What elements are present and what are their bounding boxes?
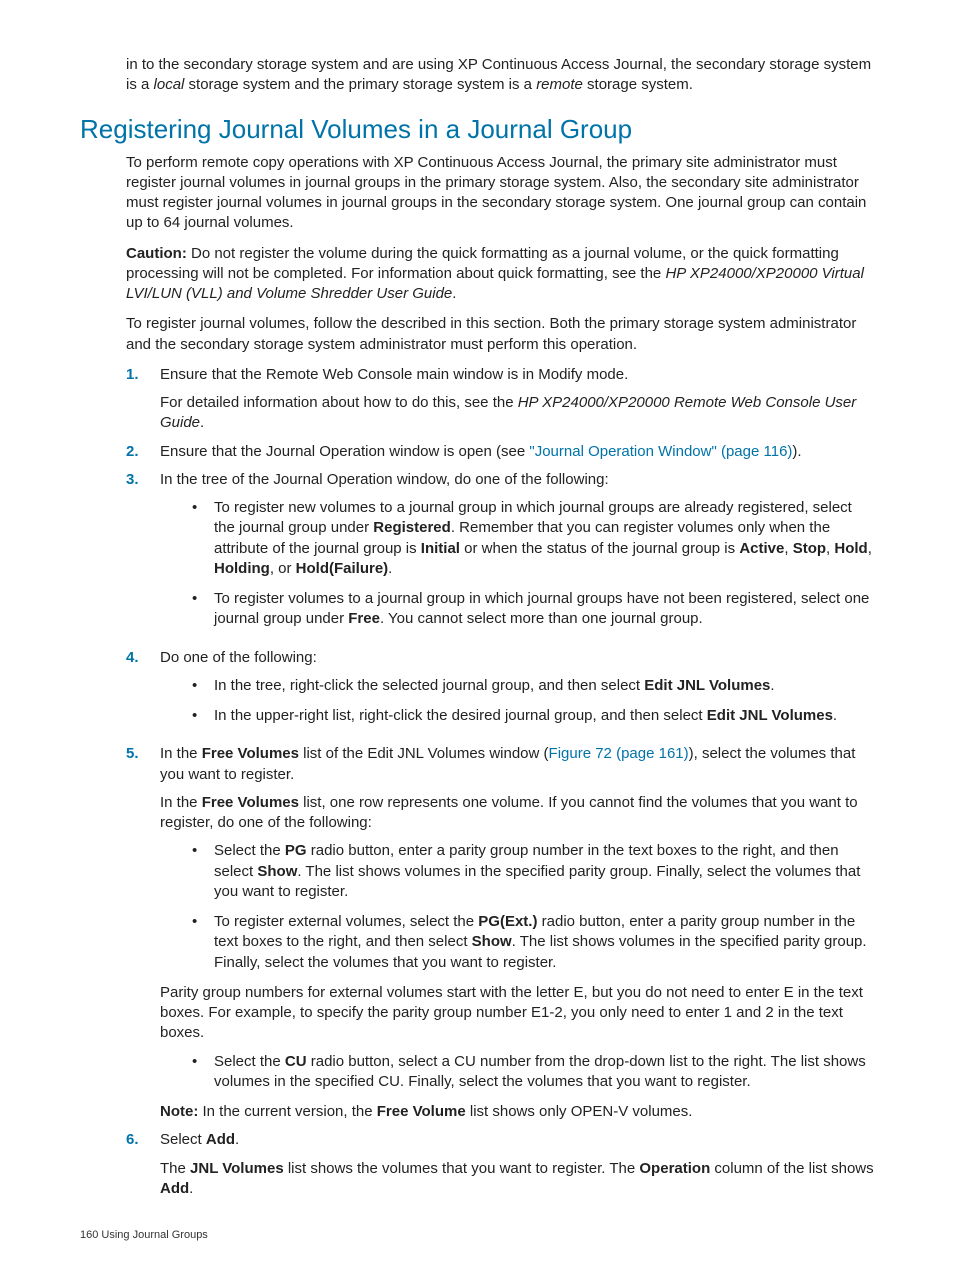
step-3-p1: In the tree of the Journal Operation win…: [160, 470, 874, 490]
free-volumes-term-1: Free Volumes: [202, 745, 299, 762]
page-number: 160: [80, 1229, 98, 1241]
step-4-number: 4.: [126, 648, 160, 737]
show-term-1: Show: [257, 863, 297, 880]
intro-local: local: [154, 76, 185, 93]
pgext-term: PG(Ext.): [478, 913, 537, 930]
caution-period: .: [452, 285, 456, 302]
step-5-bullet-1: Select the PG radio button, enter a pari…: [192, 841, 874, 902]
edit-jnl-volumes-term-2: Edit JNL Volumes: [707, 707, 833, 724]
show-term-2: Show: [472, 933, 512, 950]
step-5-bullets-1: Select the PG radio button, enter a pari…: [160, 841, 874, 973]
step-4-p1: Do one of the following:: [160, 648, 874, 668]
step-2-number: 2.: [126, 442, 160, 462]
step-6-p1: Select Add.: [160, 1130, 874, 1150]
intro-remote: remote: [536, 76, 583, 93]
step-6-number: 6.: [126, 1130, 160, 1199]
registered-term: Registered: [373, 519, 451, 536]
figure-72-link[interactable]: Figure 72 (page 161): [549, 745, 689, 762]
active-term: Active: [739, 540, 784, 557]
free-term: Free: [348, 610, 380, 627]
step-3-number: 3.: [126, 470, 160, 640]
step-2-body: Ensure that the Journal Operation window…: [160, 442, 874, 462]
intro-text-2: storage system and the primary storage s…: [184, 76, 536, 93]
intro-text-3: storage system.: [583, 76, 693, 93]
operation-term: Operation: [639, 1160, 710, 1177]
step-5-bullet-3: Select the CU radio button, select a CU …: [192, 1052, 874, 1093]
step-1-p2-pre: For detailed information about how to do…: [160, 394, 518, 411]
step-5-bullets-2: Select the CU radio button, select a CU …: [160, 1052, 874, 1093]
holdfailure-term: Hold(Failure): [296, 560, 389, 577]
section-heading: Registering Journal Volumes in a Journal…: [80, 114, 874, 145]
cu-term: CU: [285, 1053, 307, 1070]
caution-label: Caution:: [126, 245, 187, 262]
step-3-bullets: To register new volumes to a journal gro…: [160, 498, 874, 630]
page-footer: 160 Using Journal Groups: [80, 1229, 874, 1241]
para-2: To register journal volumes, follow the …: [126, 314, 874, 355]
step-3: 3. In the tree of the Journal Operation …: [126, 470, 874, 640]
step-5-note: Note: In the current version, the Free V…: [160, 1102, 874, 1122]
step-5-bullet-2: To register external volumes, select the…: [192, 912, 874, 973]
free-volume-term: Free Volume: [377, 1103, 466, 1120]
step-4-bullets: In the tree, right-click the selected jo…: [160, 676, 874, 727]
step-3-bullet-2: To register volumes to a journal group i…: [192, 589, 874, 630]
caution-paragraph: Caution: Do not register the volume duri…: [126, 244, 874, 305]
intro-paragraph: in to the secondary storage system and a…: [126, 55, 874, 96]
step-5-p2: In the Free Volumes list, one row repres…: [160, 793, 874, 834]
step-5-body: In the Free Volumes list of the Edit JNL…: [160, 744, 874, 1122]
document-page: in to the secondary storage system and a…: [0, 0, 954, 1271]
step-3-body: In the tree of the Journal Operation win…: [160, 470, 874, 640]
step-2-p1-pre: Ensure that the Journal Operation window…: [160, 443, 529, 460]
hold-term: Hold: [834, 540, 867, 557]
step-4-bullet-1: In the tree, right-click the selected jo…: [192, 676, 874, 696]
step-4-bullet-2: In the upper-right list, right-click the…: [192, 706, 874, 726]
step-1-p2: For detailed information about how to do…: [160, 393, 874, 434]
step-1-p1: Ensure that the Remote Web Console main …: [160, 365, 874, 385]
para-1: To perform remote copy operations with X…: [126, 153, 874, 234]
pg-term: PG: [285, 842, 307, 859]
edit-jnl-volumes-term-1: Edit JNL Volumes: [644, 677, 770, 694]
add-term-1: Add: [206, 1131, 235, 1148]
stop-term: Stop: [793, 540, 826, 557]
footer-section: Using Journal Groups: [101, 1229, 207, 1241]
step-1-body: Ensure that the Remote Web Console main …: [160, 365, 874, 434]
jnl-volumes-term: JNL Volumes: [190, 1160, 284, 1177]
step-6-body: Select Add. The JNL Volumes list shows t…: [160, 1130, 874, 1199]
step-6: 6. Select Add. The JNL Volumes list show…: [126, 1130, 874, 1199]
add-term-2: Add: [160, 1180, 189, 1197]
initial-term: Initial: [421, 540, 460, 557]
free-volumes-term-2: Free Volumes: [202, 794, 299, 811]
step-2-p1-post: ).: [792, 443, 801, 460]
steps-list: 1. Ensure that the Remote Web Console ma…: [126, 365, 874, 1199]
journal-operation-window-link[interactable]: "Journal Operation Window" (page 116): [529, 443, 792, 460]
step-2: 2. Ensure that the Journal Operation win…: [126, 442, 874, 462]
step-5-p3: Parity group numbers for external volume…: [160, 983, 874, 1044]
note-label: Note:: [160, 1103, 198, 1120]
step-5: 5. In the Free Volumes list of the Edit …: [126, 744, 874, 1122]
step-1-number: 1.: [126, 365, 160, 434]
step-6-p2: The JNL Volumes list shows the volumes t…: [160, 1159, 874, 1200]
step-1-p2-post: .: [200, 414, 204, 431]
step-1: 1. Ensure that the Remote Web Console ma…: [126, 365, 874, 434]
step-3-bullet-1: To register new volumes to a journal gro…: [192, 498, 874, 579]
step-2-p1: Ensure that the Journal Operation window…: [160, 442, 874, 462]
step-5-p1: In the Free Volumes list of the Edit JNL…: [160, 744, 874, 785]
step-4-body: Do one of the following: In the tree, ri…: [160, 648, 874, 737]
step-4: 4. Do one of the following: In the tree,…: [126, 648, 874, 737]
holding-term: Holding: [214, 560, 270, 577]
step-5-number: 5.: [126, 744, 160, 1122]
